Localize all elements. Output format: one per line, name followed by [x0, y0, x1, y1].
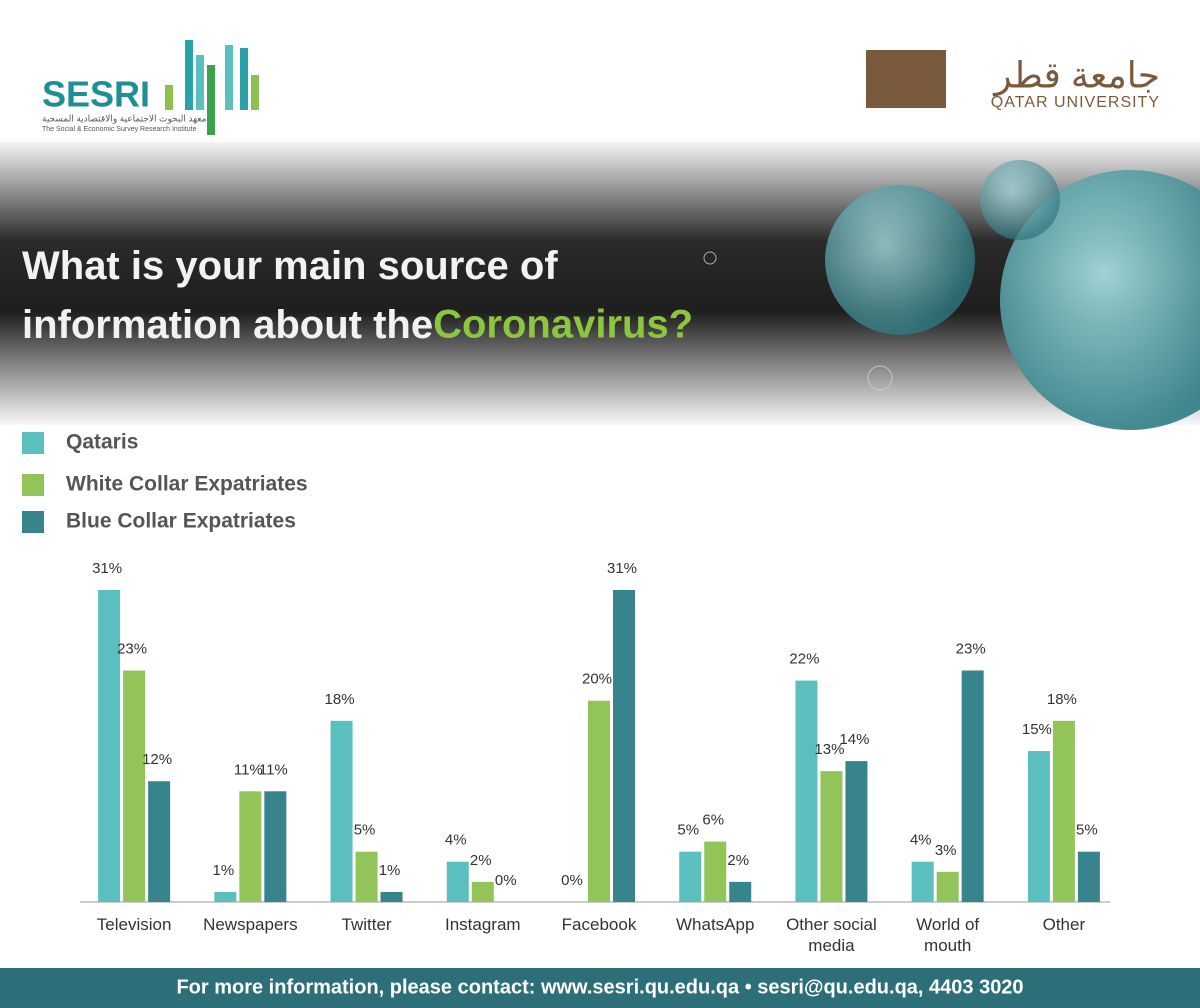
- legend-label: Blue Collar Expatriates: [66, 510, 296, 533]
- value-label: 2%: [470, 852, 492, 869]
- x-tick-label: Facebook: [561, 915, 637, 934]
- legend-swatch: [22, 474, 44, 496]
- x-tick-label: Other social media: [786, 915, 877, 955]
- bar: [1027, 751, 1050, 902]
- bar: [729, 881, 752, 902]
- bar: [446, 861, 469, 902]
- value-label: 31%: [92, 560, 122, 577]
- value-label: 23%: [956, 640, 986, 657]
- value-label: 18%: [1047, 691, 1077, 708]
- value-label: 12%: [142, 751, 172, 768]
- sesri-full: The Social & Economic Survey Research In…: [42, 126, 197, 133]
- value-label: 13%: [814, 741, 844, 758]
- sesri-logo: SESRI: [42, 74, 150, 115]
- value-label: 31%: [607, 560, 637, 577]
- bar: [214, 891, 237, 902]
- legend-label: White Collar Expatriates: [66, 473, 308, 496]
- qu-logo-mark: [866, 50, 946, 108]
- x-tick-label: World of mouth: [916, 915, 980, 955]
- value-label: 4%: [445, 832, 467, 849]
- footer-band: [0, 968, 1200, 1008]
- bar: [613, 590, 635, 902]
- x-tick-label: Instagram: [444, 915, 521, 934]
- x-tick-label: Twitter: [341, 915, 392, 934]
- value-label: 0%: [561, 872, 583, 889]
- bar: [936, 871, 959, 902]
- bar: [239, 791, 262, 902]
- bar: [264, 791, 287, 902]
- value-label: 14%: [839, 731, 869, 748]
- bar: [795, 680, 818, 902]
- legend-swatch: [22, 511, 44, 533]
- x-tick-label: WhatsApp: [676, 915, 755, 934]
- x-tick-label: Other: [1042, 915, 1086, 934]
- x-tick-label: Television: [96, 915, 172, 934]
- sesri-arabic: معهد البحوث الاجتماعية والاقتصادية المسح…: [42, 113, 207, 123]
- sesri-logo-mark: [165, 40, 259, 135]
- bar: [355, 851, 378, 902]
- value-label: 5%: [1076, 822, 1098, 839]
- value-label: 20%: [582, 671, 612, 688]
- bar: [1052, 720, 1075, 902]
- value-label: 22%: [789, 651, 819, 668]
- bar: [588, 700, 610, 902]
- bar: [820, 771, 843, 902]
- value-label: 3%: [935, 842, 957, 859]
- bar: [123, 670, 146, 902]
- value-label: 11%: [234, 761, 263, 778]
- value-label: 2%: [727, 852, 749, 869]
- virus-decoration: [703, 160, 1200, 430]
- title: What is your main source of information a…: [22, 244, 558, 347]
- bar: [679, 851, 702, 902]
- footer: For more information, please contact: ww…: [176, 976, 1023, 998]
- bar: [380, 891, 403, 902]
- bar: [148, 781, 171, 902]
- title-highlight: Coronavirus?: [433, 303, 693, 347]
- bar: [845, 761, 868, 902]
- value-label: 0%: [495, 872, 517, 889]
- value-label: 1%: [379, 862, 401, 879]
- value-label: 4%: [910, 832, 932, 849]
- bar: [98, 590, 121, 902]
- value-label: 1%: [212, 862, 234, 879]
- legend-label: Qataris: [66, 431, 138, 454]
- bar: [1077, 851, 1100, 902]
- qu-name: QATAR UNIVERSITY: [991, 94, 1160, 111]
- bar: [471, 881, 494, 902]
- x-tick-label: Newspapers: [203, 915, 298, 934]
- bar: [704, 841, 727, 902]
- bar: [911, 861, 934, 902]
- qu-arabic: جامعة قطر: [992, 55, 1160, 97]
- value-label: 5%: [677, 822, 699, 839]
- value-label: 18%: [325, 691, 355, 708]
- bar: [330, 720, 353, 902]
- value-label: 15%: [1022, 721, 1052, 738]
- bar: [961, 670, 984, 902]
- value-label: 11%: [259, 761, 288, 778]
- value-label: 23%: [117, 640, 147, 657]
- value-label: 6%: [702, 812, 724, 829]
- value-label: 5%: [354, 822, 376, 839]
- legend-swatch: [22, 432, 44, 454]
